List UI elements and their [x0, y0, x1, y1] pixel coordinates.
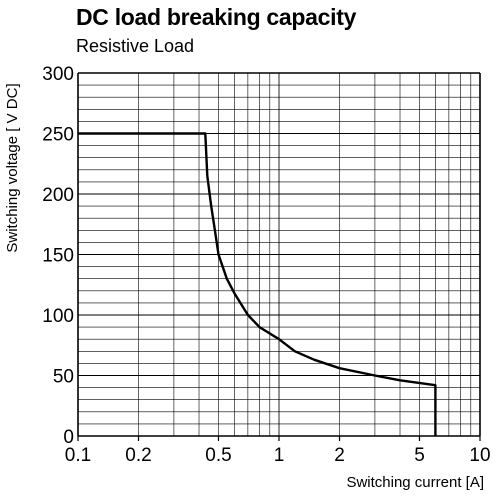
x-tick-label: 0.5 [205, 445, 231, 466]
y-tick-label: 150 [42, 246, 74, 267]
chart-tick-labels: 0 50 100 150 200 250 300 0.1 0.2 0.5 1 2 5 10 [42, 64, 490, 466]
x-tick-label: 0.2 [125, 445, 151, 466]
x-tick-label: 1 [274, 445, 285, 466]
x-tick-label: 10 [469, 445, 490, 466]
y-tick-label: 300 [42, 64, 74, 85]
chart-subtitle: Resistive Load [76, 36, 195, 56]
series-line [78, 132, 437, 436]
x-axis-label: Switching current [A] [346, 474, 484, 491]
y-tick-label: 0 [63, 427, 74, 448]
y-tick-label: 50 [53, 367, 74, 388]
chart-title: DC load breaking capacity [76, 4, 357, 30]
y-tick-label: 100 [42, 306, 74, 327]
x-tick-label: 5 [414, 445, 425, 466]
chart-grid [77, 72, 481, 437]
x-tick-label: 0.1 [65, 445, 91, 466]
x-tick-label: 2 [334, 445, 345, 466]
chart-series-group [78, 132, 437, 436]
y-tick-label: 200 [42, 185, 74, 206]
y-tick-label: 250 [42, 125, 74, 146]
